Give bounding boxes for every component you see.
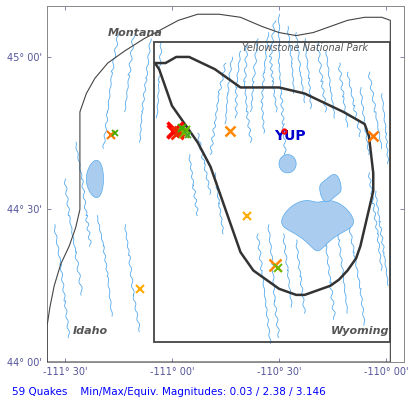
Polygon shape [279, 154, 295, 173]
Text: Idaho: Idaho [73, 326, 108, 336]
Polygon shape [319, 174, 340, 202]
Polygon shape [86, 160, 103, 198]
Text: Montana: Montana [108, 28, 162, 38]
Text: 59 Quakes    Min/Max/Equiv. Magnitudes: 0.03 / 2.38 / 3.146: 59 Quakes Min/Max/Equiv. Magnitudes: 0.0… [12, 387, 325, 397]
Bar [154, 42, 389, 342]
Text: Yellowstone National Park: Yellowstone National Park [241, 43, 367, 53]
Text: YUP: YUP [273, 129, 305, 143]
Text: Wyoming: Wyoming [330, 326, 389, 336]
Polygon shape [281, 200, 353, 251]
